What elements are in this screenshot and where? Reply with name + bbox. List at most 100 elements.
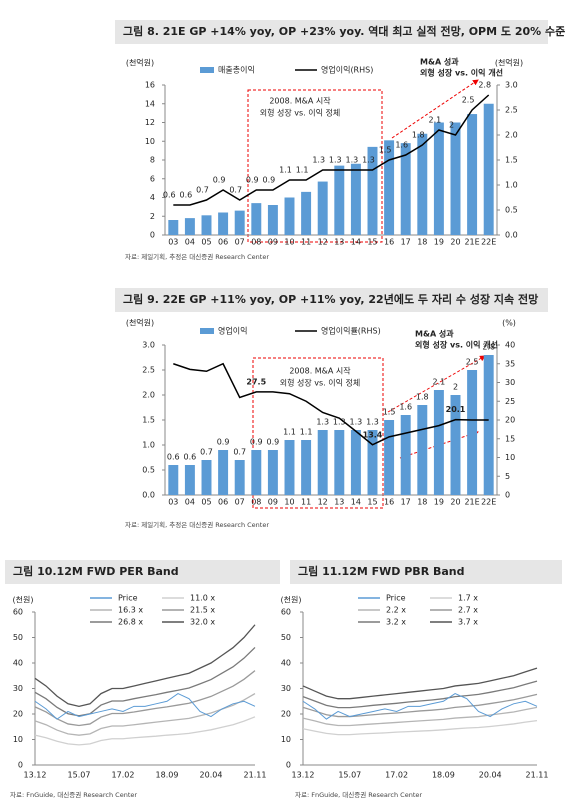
bar <box>400 143 411 235</box>
x-tick-label: 09 <box>268 498 278 507</box>
y2-tick-label: 0.0 <box>505 231 518 240</box>
data-label: 1.5 <box>383 408 396 417</box>
bar <box>234 210 245 235</box>
data-label: 1.8 <box>416 393 429 402</box>
y2-tick-label: 35 <box>505 359 515 368</box>
y-tick-label: 6 <box>150 174 155 183</box>
bar <box>483 103 494 235</box>
legend-swatch <box>200 328 214 334</box>
bar <box>467 370 478 495</box>
data-label: 1.5 <box>379 146 392 155</box>
bar <box>218 212 229 235</box>
bar <box>267 205 278 235</box>
annotation: 2008. M&A 시작 <box>269 96 331 106</box>
legend-label: Price <box>118 594 138 603</box>
data-label: 2.8 <box>482 343 495 352</box>
data-label: 0.7 <box>196 186 209 195</box>
x-tick-label: 16 <box>384 238 394 247</box>
annotation: M&A 성과 <box>415 329 454 339</box>
y-tick-label: 12 <box>145 118 155 127</box>
annotation: 외형 성장 vs. 이익 개선 <box>420 68 503 78</box>
x-tick-label: 14 <box>351 498 361 507</box>
x-tick-label: 04 <box>185 498 195 507</box>
bar <box>184 218 195 235</box>
x-tick-label: 03 <box>168 238 178 247</box>
y-tick-label: 40 <box>13 659 23 668</box>
annotation-box <box>247 89 383 243</box>
x-tick-label: 12 <box>318 498 328 507</box>
x-tick-label: 20 <box>450 498 460 507</box>
data-label: 1.8 <box>412 131 425 140</box>
y-tick-label: 20 <box>281 710 291 719</box>
y-tick-label: 30 <box>281 684 291 693</box>
data-label: 1.3 <box>346 156 359 165</box>
y2-tick-label: 10 <box>505 453 515 462</box>
x-tick-label: 20.04 <box>200 771 223 780</box>
line <box>302 693 538 720</box>
line <box>302 693 538 718</box>
chart-title: 그림 9. 22E GP +11% yoy, OP +11% yoy, 22년에… <box>123 292 538 306</box>
data-label: 1.1 <box>279 166 292 175</box>
y2-tick-label: 20 <box>505 416 515 425</box>
x-tick-label: 11 <box>301 238 311 247</box>
x-tick-label: 21E <box>464 498 479 507</box>
bar <box>284 197 295 235</box>
highlight-label: 13.4 <box>363 430 383 439</box>
legend-label: Price <box>386 594 406 603</box>
highlight-label: 27.5 <box>246 377 266 386</box>
x-tick-label: 14 <box>351 238 361 247</box>
data-label: 0.9 <box>217 438 230 447</box>
bar <box>317 181 328 235</box>
y-tick-label: 16 <box>145 81 155 90</box>
bar <box>450 395 461 495</box>
data-label: 0.9 <box>213 176 226 185</box>
x-tick-label: 07 <box>235 238 245 247</box>
chart-title: 그림 11.12M FWD PBR Band <box>298 565 465 578</box>
data-label: 1.1 <box>300 428 313 437</box>
bar <box>400 415 411 495</box>
y2-tick-label: 15 <box>505 434 515 443</box>
data-label: 1.3 <box>366 418 379 427</box>
x-tick-label: 21.11 <box>244 771 267 780</box>
bar <box>334 165 345 235</box>
annotation-box <box>252 357 384 509</box>
data-label: 0.9 <box>267 438 280 447</box>
data-label: 1.1 <box>296 166 309 175</box>
data-label: 0.7 <box>233 448 246 457</box>
bar <box>350 163 361 235</box>
data-label: 1.3 <box>329 156 342 165</box>
y2-tick-label: 40 <box>505 341 515 350</box>
y-tick-label: 14 <box>145 99 155 108</box>
data-label: 0.6 <box>167 453 180 462</box>
bar <box>350 430 361 495</box>
y-tick-label: 0 <box>18 761 23 770</box>
x-tick-label: 17.02 <box>385 771 408 780</box>
data-label: 0.6 <box>163 191 176 200</box>
data-label: 0.6 <box>184 453 197 462</box>
bar <box>433 122 444 235</box>
y-axis-label: (천원) <box>13 595 34 605</box>
legend-label: 32.0 x <box>190 618 215 627</box>
bar <box>251 450 262 495</box>
data-label: 1.3 <box>362 156 375 165</box>
y-tick-label: 60 <box>13 608 23 617</box>
y2-tick-label: 1.0 <box>505 181 518 190</box>
line <box>34 670 256 727</box>
x-tick-label: 13 <box>334 498 344 507</box>
x-tick-label: 13 <box>334 238 344 247</box>
y2-tick-label: 3.0 <box>505 81 518 90</box>
y-tick-label: 2.0 <box>142 391 155 400</box>
data-label: 0.7 <box>229 186 242 195</box>
y-tick-label: 60 <box>281 608 291 617</box>
bar <box>450 122 461 235</box>
bar <box>218 450 229 495</box>
x-tick-label: 17 <box>401 498 411 507</box>
y-tick-label: 2.5 <box>142 366 155 375</box>
x-tick-label: 11 <box>301 498 311 507</box>
bar <box>201 215 212 235</box>
x-tick-label: 21.11 <box>526 771 549 780</box>
bar <box>301 191 312 235</box>
y2-tick-label: 1.5 <box>505 156 518 165</box>
bar <box>267 450 278 495</box>
legend-swatch <box>200 67 214 73</box>
